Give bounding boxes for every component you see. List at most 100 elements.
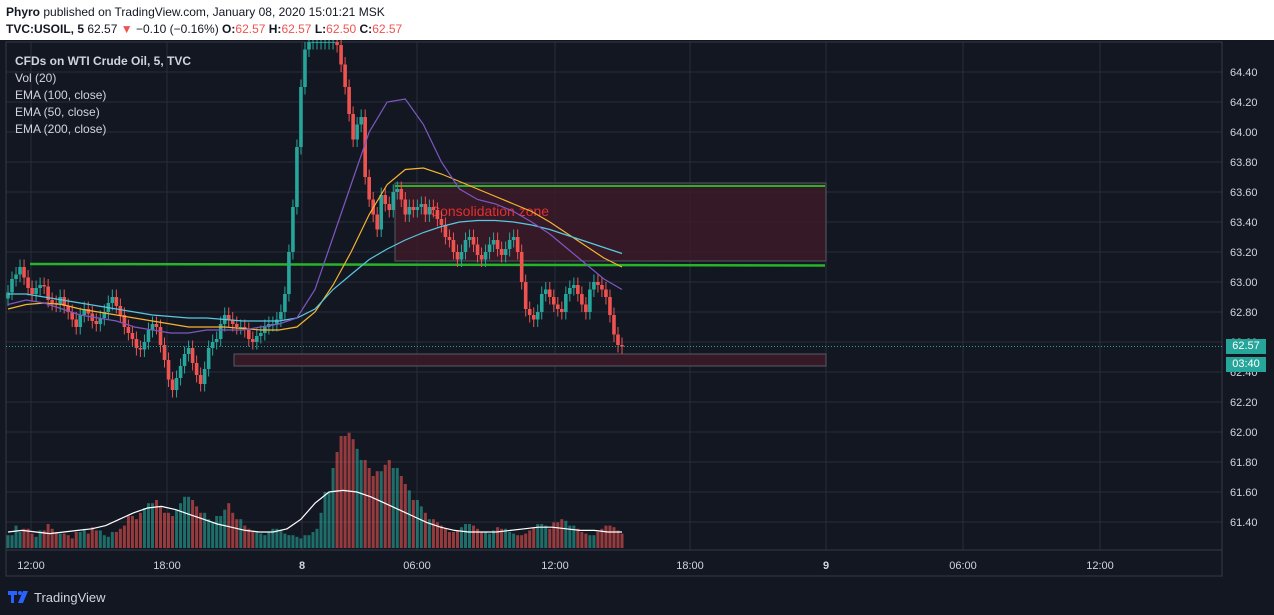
candle-body [379, 195, 384, 230]
candle-body [411, 207, 416, 210]
candle-body [588, 289, 592, 312]
candle-body [319, 42, 323, 43]
candle-body [122, 315, 127, 327]
high-label: H: [268, 22, 282, 36]
candle-body [186, 348, 191, 354]
volume-bar [287, 535, 291, 548]
author-name[interactable]: Phyro [6, 5, 41, 19]
candle-body [580, 294, 584, 305]
volume-bar [379, 471, 383, 548]
volume-bar [399, 476, 403, 548]
volume-bar [191, 500, 195, 548]
volume-bar [419, 506, 423, 548]
candle-body [507, 240, 512, 249]
volume-bar [600, 528, 604, 548]
candle-body [82, 309, 87, 315]
chart-legend: CFDs on WTI Crude Oil, 5, TVC Vol (20) E… [15, 53, 191, 138]
candle-body [230, 319, 235, 324]
support-line [29, 262, 826, 267]
volume-bar [66, 535, 70, 548]
volume-bar [459, 527, 463, 548]
candle-body [86, 309, 91, 314]
candle-body [608, 297, 612, 315]
volume-bar [423, 512, 427, 548]
volume-bar [415, 500, 419, 548]
volume-bar [263, 535, 267, 548]
low-value: 62.50 [326, 22, 357, 36]
volume-bar [568, 525, 572, 548]
tradingview-logo-icon[interactable] [8, 589, 28, 605]
volume-bar [395, 468, 399, 548]
candle-body [14, 274, 18, 279]
volume-bar [427, 519, 431, 548]
volume-bar [524, 533, 528, 548]
candle-body [455, 252, 460, 260]
volume-bar [26, 528, 30, 548]
price-change: −0.10 (−0.16%) [135, 22, 219, 36]
candle-body [110, 297, 115, 303]
candle-body [170, 379, 175, 390]
volume-bar [560, 519, 564, 548]
volume-bar [311, 532, 315, 548]
price-chart[interactable]: Consolidation zone64.4064.2064.0063.8063… [0, 40, 1274, 581]
candle-body [511, 237, 516, 240]
candle-body [62, 297, 66, 306]
candle-body [584, 304, 588, 312]
y-tick-label: 63.20 [1230, 247, 1258, 259]
candle-body [190, 348, 195, 363]
candle-body [399, 189, 404, 200]
legend-item-volume[interactable]: Vol (20) [15, 71, 57, 85]
volume-bar [271, 528, 275, 548]
candle-body [391, 192, 396, 210]
candle-body [620, 345, 624, 347]
candle-body [403, 199, 408, 215]
volume-bar [199, 512, 203, 548]
candle-body [491, 240, 496, 245]
volume-bar [323, 492, 327, 548]
ema-200-line [7, 167, 623, 331]
volume-bar [215, 516, 219, 548]
candle-body [323, 42, 327, 43]
volume-bar [435, 522, 439, 548]
ema-50-line [7, 98, 623, 334]
candle-body [616, 334, 620, 345]
x-tick-label: 12:00 [1086, 560, 1114, 572]
candle-body [38, 285, 42, 288]
candle-body [576, 285, 580, 294]
candle-body [471, 237, 476, 245]
ema-100-line [8, 219, 623, 322]
candle-body [30, 288, 34, 294]
down-arrow-icon: ▼ [120, 22, 133, 36]
candle-body [439, 219, 444, 225]
candle-body [202, 369, 207, 384]
candle-body [154, 324, 159, 327]
tradingview-brand[interactable]: TradingView [34, 590, 106, 605]
candle-body [307, 42, 311, 50]
volume-bar [46, 524, 50, 548]
volume-bar [463, 524, 467, 548]
volume-bar [343, 436, 347, 548]
volume-bar [403, 484, 407, 548]
demand-zone [233, 353, 827, 367]
volume-bar [138, 512, 142, 548]
candle-body [515, 237, 520, 252]
volume-bar [291, 535, 295, 548]
volume-bar [219, 516, 223, 548]
volume-bar [520, 535, 524, 548]
candle-body [475, 244, 480, 255]
volume-bar [584, 533, 588, 548]
legend-item-ema-200[interactable]: EMA (200, close) [15, 122, 107, 136]
volume-bar [351, 439, 355, 548]
legend-item-ema-100[interactable]: EMA (100, close) [15, 88, 107, 102]
candle-body [543, 289, 548, 294]
y-tick-label: 61.60 [1230, 487, 1258, 499]
volume-bar [536, 524, 540, 548]
volume-bar [62, 533, 66, 548]
legend-item-ema-50[interactable]: EMA (50, close) [15, 105, 100, 119]
candle-body [166, 360, 171, 380]
candle-body [331, 42, 335, 43]
volume-bar [34, 536, 38, 548]
legend-title: CFDs on WTI Crude Oil, 5, TVC [15, 54, 192, 68]
volume-bar [367, 468, 371, 548]
volume-bar [512, 533, 516, 548]
